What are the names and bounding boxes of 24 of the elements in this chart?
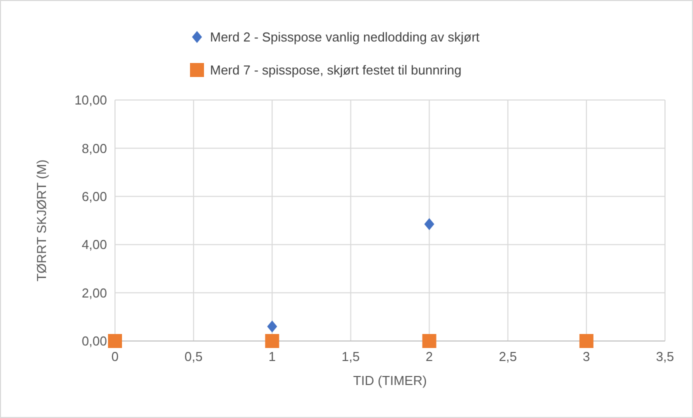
- point: [108, 334, 122, 348]
- y-tick-label: 0,00: [82, 334, 107, 349]
- x-tick-label: 1: [268, 349, 276, 364]
- y-tick-label: 6,00: [82, 188, 107, 204]
- x-tick-label: 0,5: [184, 349, 203, 364]
- legend-label: Merd 7 - spisspose, skjørt festet til bunnring: [210, 62, 462, 78]
- legend-label: Merd 2 - Spisspose vanlig nedlodding av skjørt: [210, 30, 480, 45]
- x-tick-label: 1,5: [342, 349, 360, 364]
- y-tick-label: 4,00: [82, 237, 107, 252]
- x-axis-title: TID (TIMER): [353, 373, 427, 388]
- point: [265, 334, 280, 348]
- x-tick-label: 2,5: [498, 349, 517, 364]
- y-tick-label: 8,00: [82, 140, 107, 156]
- y-tick-label: 2,00: [82, 285, 107, 300]
- point: [422, 334, 436, 348]
- x-tick-label: 2: [426, 349, 433, 364]
- x-tick-label: 0: [111, 349, 119, 364]
- point: [424, 218, 434, 230]
- y-tick-label: 10,00: [74, 92, 107, 108]
- y-axis-title: TØRRT SKJØRT (M): [34, 160, 49, 282]
- point: [267, 320, 278, 333]
- x-tick-label: 3,5: [656, 349, 674, 364]
- x-tick-label: 3: [582, 349, 590, 364]
- point: [579, 334, 594, 348]
